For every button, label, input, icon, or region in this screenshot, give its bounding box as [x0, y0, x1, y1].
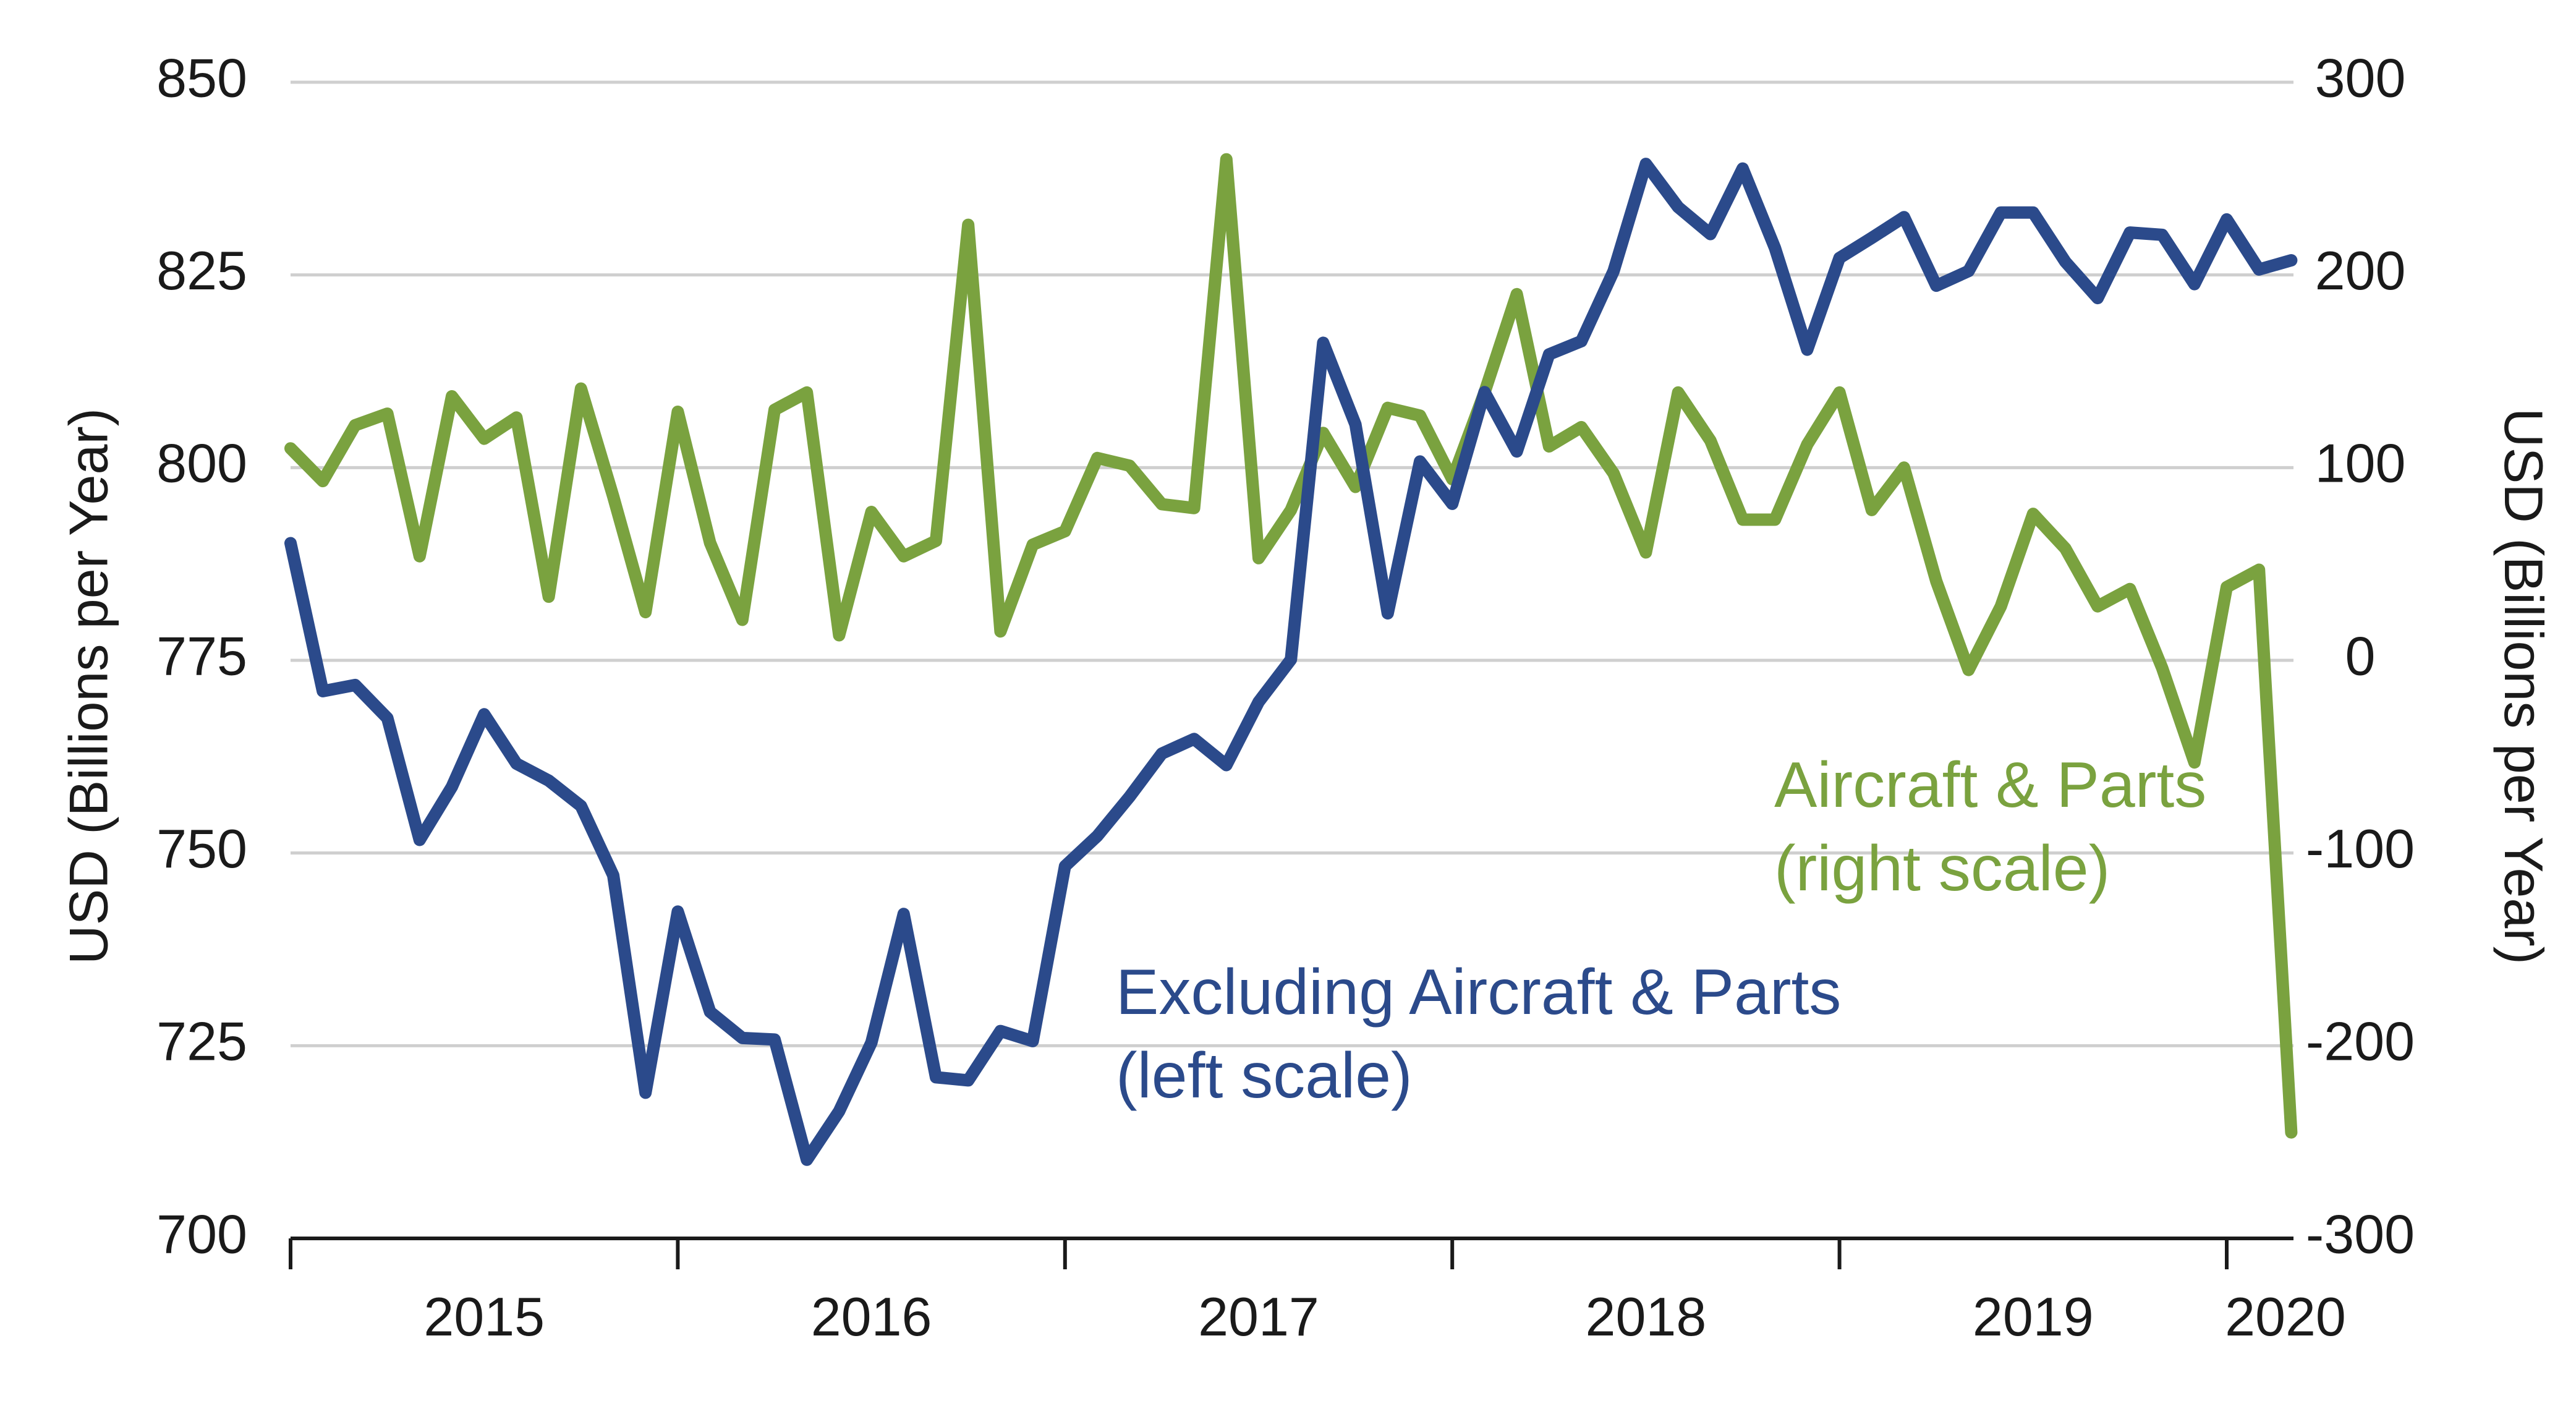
right-y-axis-ticks: -300 -200 -100 0 100 200 300	[2306, 47, 2415, 1264]
right-tick-label--100: -100	[2306, 818, 2415, 879]
right-tick-label-0: 0	[2345, 625, 2376, 686]
series-aircraft-parts-line	[284, 153, 2298, 1139]
x-tick-label-2020: 2020	[2225, 1286, 2346, 1347]
annotation-excluding-line2: (left scale)	[1116, 1040, 1413, 1112]
x-tick-label-2015: 2015	[423, 1286, 545, 1347]
right-tick-label-300: 300	[2315, 47, 2406, 108]
x-tick-label-2019: 2019	[1973, 1286, 2094, 1347]
x-tick-label-2018: 2018	[1586, 1286, 1707, 1347]
series-excluding-aircraft-line	[284, 158, 2298, 1166]
left-y-axis-ticks: 700 725 750 775 800 825 850	[156, 47, 247, 1264]
annotation-excluding-line1: Excluding Aircraft & Parts	[1116, 956, 1841, 1028]
series	[284, 153, 2298, 1166]
annotation-aircraft-line1: Aircraft & Parts	[1774, 749, 2206, 821]
right-axis-title: USD (Billions per Year)	[2493, 408, 2554, 965]
right-tick-label--300: -300	[2306, 1203, 2415, 1264]
left-tick-label-775: 775	[156, 625, 247, 686]
right-tick-label-100: 100	[2315, 433, 2406, 494]
left-axis-title: USD (Billions per Year)	[57, 408, 119, 965]
left-tick-label-750: 750	[156, 818, 247, 879]
left-tick-label-825: 825	[156, 240, 247, 301]
annotation-aircraft-line2: (right scale)	[1774, 833, 2110, 905]
left-tick-label-800: 800	[156, 433, 247, 494]
left-tick-label-850: 850	[156, 47, 247, 108]
x-tick-label-2016: 2016	[811, 1286, 932, 1347]
right-tick-label-200: 200	[2315, 240, 2406, 301]
x-axis-ticks: 2015 2016 2017 2018 2019 2020	[289, 1238, 2346, 1347]
right-tick-label--200: -200	[2306, 1011, 2415, 1072]
left-tick-label-700: 700	[156, 1203, 247, 1264]
x-tick-label-2017: 2017	[1198, 1286, 1319, 1347]
left-tick-label-725: 725	[156, 1011, 247, 1072]
